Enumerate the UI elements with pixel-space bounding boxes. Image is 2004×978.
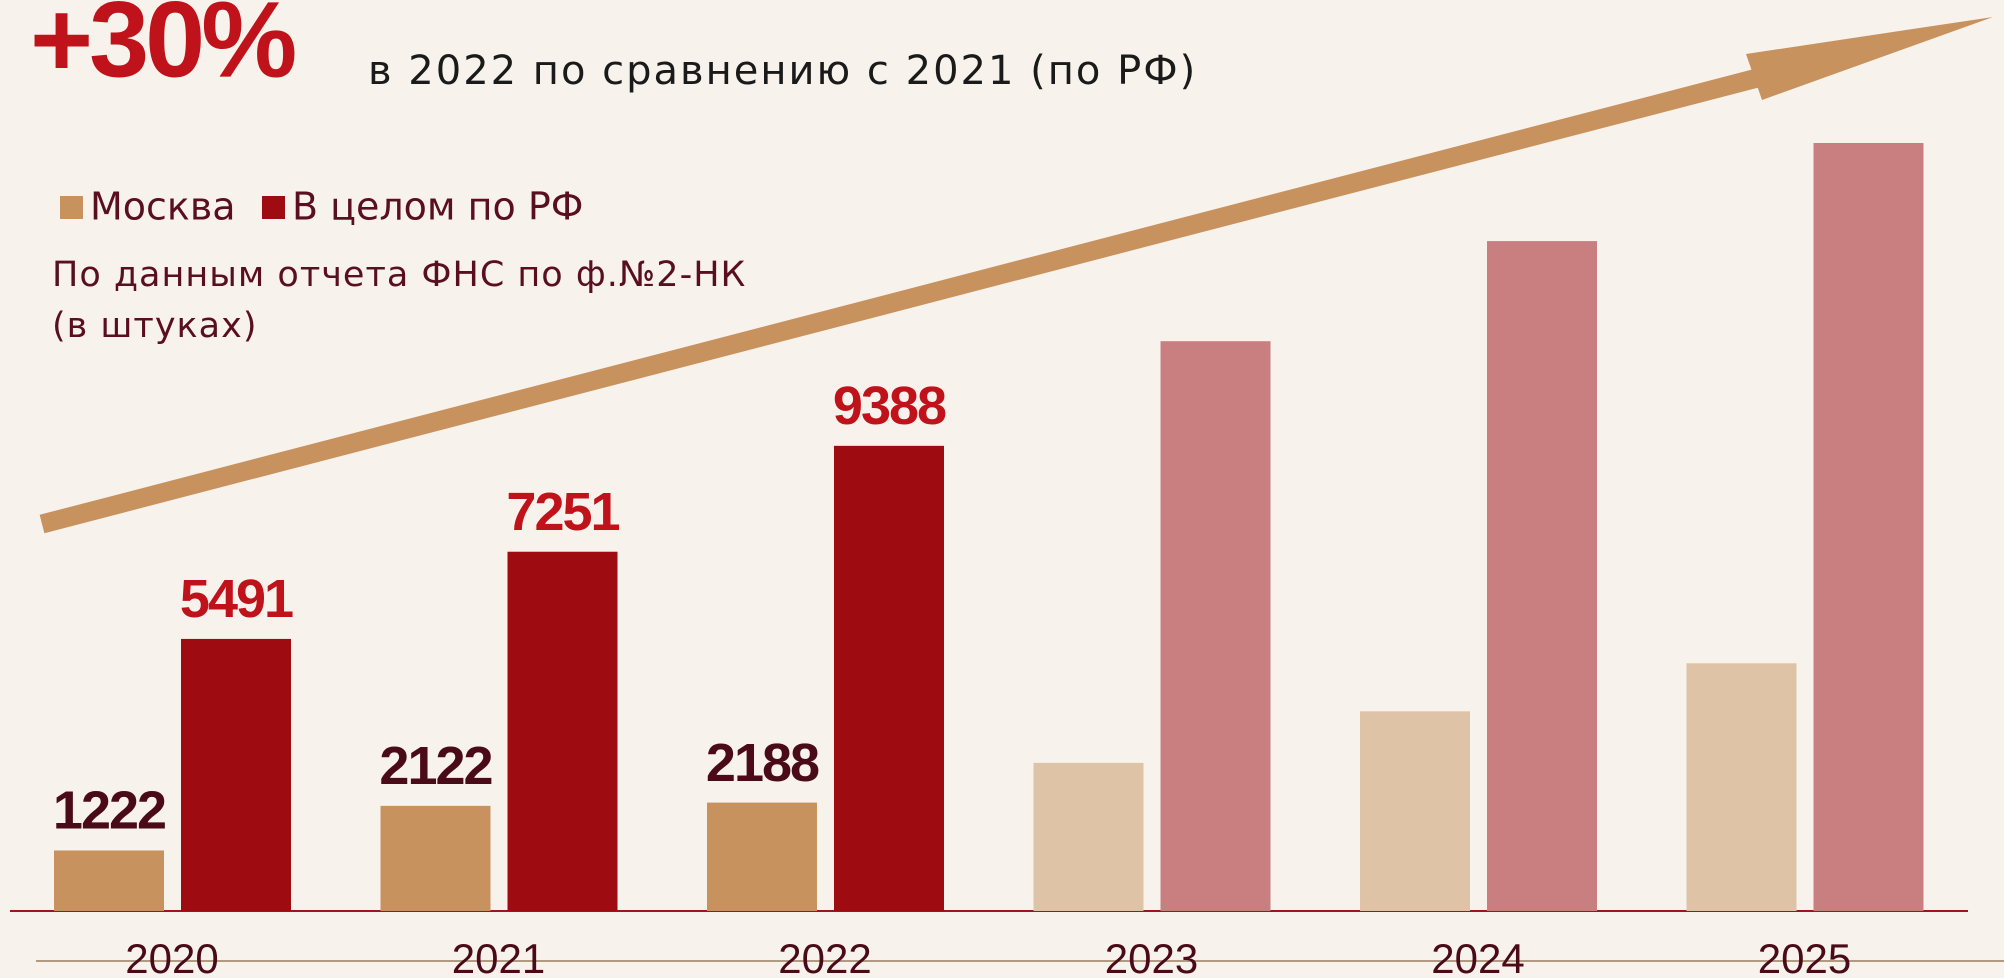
value-label: 7251 <box>506 482 619 542</box>
bar <box>507 551 618 911</box>
arrow-head <box>1746 17 1993 100</box>
bar <box>1487 241 1597 911</box>
bar <box>1813 143 1924 911</box>
value-label: 2122 <box>379 736 491 796</box>
legend-swatch <box>60 196 83 219</box>
value-label: 5491 <box>180 569 293 629</box>
legend-swatch <box>262 196 285 219</box>
value-label: 1222 <box>53 781 165 841</box>
x-tick-label: 2021 <box>452 935 545 978</box>
legend-label: Москва <box>90 185 236 229</box>
bar <box>707 802 817 911</box>
note: (в штуках) <box>52 306 258 346</box>
x-tick-label: 2025 <box>1758 935 1851 978</box>
note: По данным отчета ФНС по ф.№2-НК <box>52 255 746 295</box>
x-tick-label: 2020 <box>125 935 218 978</box>
bar <box>181 638 291 911</box>
bar <box>54 850 164 911</box>
headline: +30% <box>30 0 295 100</box>
bar <box>834 445 944 911</box>
value-label: 9388 <box>833 376 946 436</box>
x-tick-label: 2022 <box>778 935 871 978</box>
bar <box>1033 762 1144 911</box>
bar <box>1360 711 1470 911</box>
arrow-shaft <box>39 66 1768 534</box>
trend-arrow <box>39 17 1993 534</box>
bar <box>380 805 491 911</box>
bar <box>1160 341 1271 911</box>
bar <box>1686 663 1797 911</box>
value-label: 2188 <box>706 733 819 793</box>
x-tick-label: 2024 <box>1431 935 1524 978</box>
legend-label: В целом по РФ <box>292 185 583 229</box>
subtitle: в 2022 по сравнению с 2021 (по РФ) <box>368 48 1197 94</box>
x-tick-label: 2023 <box>1105 935 1198 978</box>
